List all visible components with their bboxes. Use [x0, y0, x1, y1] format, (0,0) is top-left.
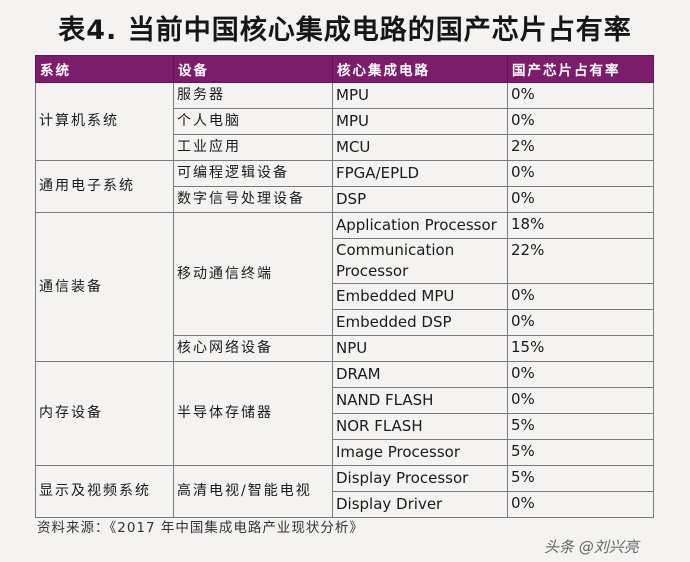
share-cell: 0% [507, 361, 654, 388]
table-row: Image Processor 5% [36, 439, 654, 466]
share-cell: 22% [507, 238, 654, 284]
table-title: 表4. 当前中国核心集成电路的国产芯片占有率 [58, 15, 632, 46]
share-cell: 0% [507, 82, 654, 109]
watermark: 头条 @刘兴亮 [544, 538, 639, 556]
group-display-video-system: 显示及视频系统 [35, 465, 174, 518]
device-pc: 个人电脑 [173, 108, 333, 135]
share-cell: 0% [507, 387, 654, 414]
device-hd-smart-tv: 高清电视/智能电视 [173, 465, 333, 518]
share-cell: 0% [507, 186, 654, 213]
share-cell: 2% [507, 134, 654, 161]
chip-cell: Application Processor [332, 212, 508, 239]
source-note: 资料来源：《2017 年中国集成电路产业现状分析》 [37, 520, 364, 536]
share-cell: 0% [507, 283, 654, 310]
chip-cell: Embedded MPU [332, 283, 508, 310]
chip-cell: DSP [332, 186, 508, 213]
device-core-network: 核心网络设备 [173, 335, 333, 362]
table-row: Embedded DSP 0% [36, 309, 654, 336]
header-core-ic: 核心集成电路 [332, 55, 508, 83]
group-communication-equipment: 通信装备 [35, 212, 174, 362]
group-computer-system: 计算机系统 [35, 82, 174, 161]
share-cell: 0% [507, 491, 654, 518]
share-cell: 5% [507, 439, 654, 466]
chip-cell: NOR FLASH [332, 413, 508, 440]
chip-cell: NAND FLASH [332, 387, 508, 414]
table-row: 个人电脑 MPU 0% [36, 108, 654, 135]
table-row: 通信装备 移动通信终端 Application Processor 18% [35, 212, 654, 362]
group-memory-device: 内存设备 [35, 361, 174, 466]
device-mobile-terminal: 移动通信终端 [173, 212, 333, 336]
table-row: 计算机系统 服务器 MPU 0% [35, 82, 654, 161]
chip-cell: Embedded DSP [332, 309, 508, 336]
chip-cell: Image Processor [332, 439, 508, 466]
header-system: 系统 [35, 55, 174, 83]
header-domestic-share: 国产芯片占有率 [507, 55, 654, 83]
share-cell: 5% [507, 465, 654, 492]
table-row: 核心网络设备 NPU 15% [36, 335, 654, 362]
share-cell: 5% [507, 413, 654, 440]
table-row: 工业应用 MCU 2% [36, 134, 654, 161]
device-dsp: 数字信号处理设备 [173, 186, 333, 213]
table-row: Communication Processor 22% [36, 238, 654, 284]
device-server: 服务器 [173, 82, 333, 109]
chip-cell: DRAM [332, 361, 508, 388]
header-device: 设备 [173, 55, 333, 83]
device-programmable-logic: 可编程逻辑设备 [173, 160, 333, 187]
table-row: 显示及视频系统 高清电视/智能电视 Display Processor 5% [35, 465, 654, 518]
chip-cell: MPU [332, 108, 508, 135]
table-row: 通用电子系统 可编程逻辑设备 FPGA/EPLD 0% [35, 160, 654, 213]
chip-cell: Display Processor [332, 465, 508, 492]
chip-cell: NPU [332, 335, 508, 362]
device-industrial: 工业应用 [173, 134, 333, 161]
chip-cell: MCU [332, 134, 508, 161]
device-semiconductor-storage: 半导体存储器 [173, 361, 333, 466]
chip-cell: MPU [332, 82, 508, 109]
chip-share-table: 系统 设备 核心集成电路 国产芯片占有率 计算机系统 服务器 MPU 0% 个人… [35, 55, 654, 518]
group-general-electronic-system: 通用电子系统 [35, 160, 174, 213]
chip-cell: Communication Processor [332, 238, 508, 284]
chip-cell: Display Driver [332, 491, 508, 518]
share-cell: 0% [507, 160, 654, 187]
table-row: 内存设备 半导体存储器 DRAM 0% [35, 361, 654, 466]
table-header-row: 系统 设备 核心集成电路 国产芯片占有率 [35, 55, 654, 83]
table-row: NAND FLASH 0% [36, 387, 654, 414]
table-row: Display Driver 0% [36, 491, 654, 518]
share-cell: 0% [507, 309, 654, 336]
table-row: 数字信号处理设备 DSP 0% [36, 186, 654, 213]
share-cell: 18% [507, 212, 654, 239]
share-cell: 15% [507, 335, 654, 362]
chip-cell: FPGA/EPLD [332, 160, 508, 187]
share-cell: 0% [507, 108, 654, 135]
